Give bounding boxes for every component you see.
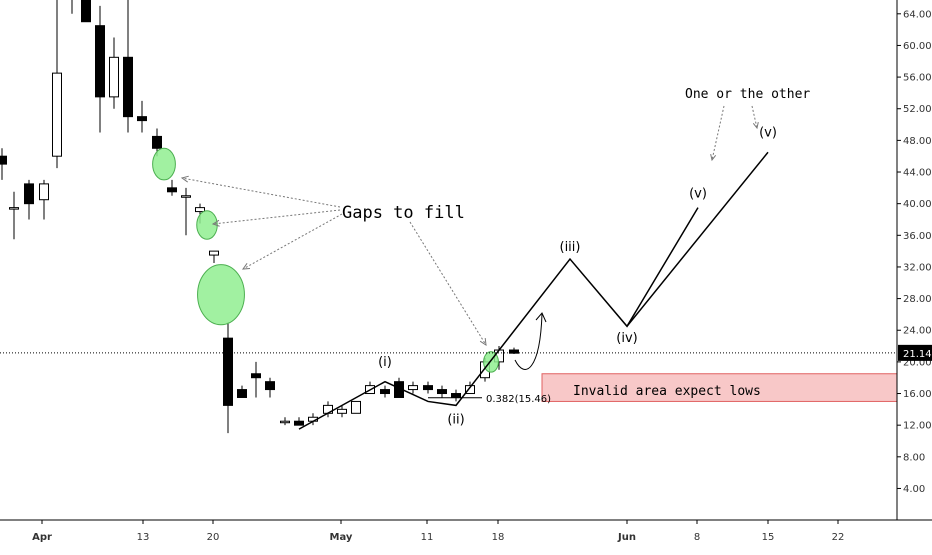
x-tick-label: Jun <box>617 532 636 543</box>
wave-label: (i) <box>378 355 392 370</box>
gap-pointer <box>181 177 341 208</box>
y-tick-label: 52.00 <box>903 104 932 115</box>
x-tick-label: 18 <box>492 532 505 543</box>
y-tick-label: 40.00 <box>903 199 932 210</box>
fib-label: 0.382(15.46) <box>486 394 551 405</box>
gap-pointer-head <box>211 219 220 227</box>
gap-marker <box>197 264 245 326</box>
y-tick-label: 16.00 <box>903 389 932 400</box>
target-pointer-head <box>752 122 759 130</box>
y-tick-label: 36.00 <box>903 231 932 242</box>
candle <box>52 72 62 157</box>
gap-marker <box>152 147 176 181</box>
candle <box>209 250 219 256</box>
y-tick-label: 44.00 <box>903 168 932 179</box>
candle <box>351 400 361 414</box>
wave-path <box>626 151 769 327</box>
candle <box>167 187 177 193</box>
x-tick-label: 22 <box>832 532 845 543</box>
invalid-zone <box>541 373 898 402</box>
candle <box>81 0 91 23</box>
arrow-head <box>535 312 547 323</box>
gap-pointer-head <box>180 175 189 183</box>
x-tick-label: May <box>330 532 353 543</box>
candle <box>9 207 19 210</box>
gap-pointer-head <box>241 263 251 270</box>
x-tick-label: 15 <box>762 532 775 543</box>
candle <box>152 135 162 149</box>
invalid-area-label: Invalid area expect lows <box>573 384 761 399</box>
candle <box>181 195 191 198</box>
last-price-label: 21.14 <box>903 349 932 360</box>
candle <box>195 207 205 213</box>
candle <box>0 155 7 165</box>
candle <box>465 385 475 395</box>
y-tick-label: 8.00 <box>903 452 925 463</box>
gap-pointer <box>409 221 487 346</box>
candle <box>408 385 418 391</box>
candle <box>251 373 261 379</box>
gap-pointer <box>242 213 343 270</box>
candle <box>294 420 304 426</box>
target-pointer-head <box>710 154 717 162</box>
wave-label: (iii) <box>560 240 581 255</box>
wave-label: (v) <box>759 125 777 140</box>
last-price-badge <box>898 344 932 361</box>
wave-label: (ii) <box>447 413 464 428</box>
projection-arrow <box>514 313 543 370</box>
y-tick-label: 20.00 <box>903 357 932 368</box>
y-tick-label: 4.00 <box>903 484 925 495</box>
one-or-other-label: One or the other <box>685 87 810 102</box>
x-tick-label: Apr <box>32 532 52 543</box>
candle <box>423 385 433 391</box>
y-tick-label: 32.00 <box>903 262 932 273</box>
target-pointer <box>711 105 725 161</box>
candle <box>237 389 247 398</box>
x-tick-label: 8 <box>694 532 700 543</box>
candle <box>123 56 133 118</box>
gaps-to-fill-label: Gaps to fill <box>342 203 465 223</box>
gap-marker <box>196 210 218 240</box>
gap-pointer <box>212 209 341 225</box>
candle <box>337 408 347 414</box>
candle <box>265 381 275 391</box>
y-tick-label: 24.00 <box>903 326 932 337</box>
gap-pointer-head <box>479 337 487 346</box>
y-tick-label: 64.00 <box>903 9 932 20</box>
candle <box>380 389 390 395</box>
candle <box>437 389 447 395</box>
candle <box>137 116 147 122</box>
y-tick-label: 60.00 <box>903 41 932 52</box>
x-tick-label: 20 <box>207 532 220 543</box>
candle <box>223 337 233 406</box>
candle <box>39 183 49 201</box>
candle <box>451 393 461 398</box>
x-tick-label: 13 <box>137 532 150 543</box>
x-tick-label: 11 <box>421 532 434 543</box>
candle <box>109 56 119 98</box>
wave-label: (iv) <box>616 331 637 346</box>
candle <box>280 420 290 424</box>
y-tick-label: 48.00 <box>903 136 932 147</box>
candle <box>95 25 105 98</box>
y-tick-label: 28.00 <box>903 294 932 305</box>
candle <box>24 183 34 205</box>
y-tick-label: 12.00 <box>903 421 932 432</box>
y-tick-label: 56.00 <box>903 73 932 84</box>
wave-label: (v) <box>689 186 707 201</box>
